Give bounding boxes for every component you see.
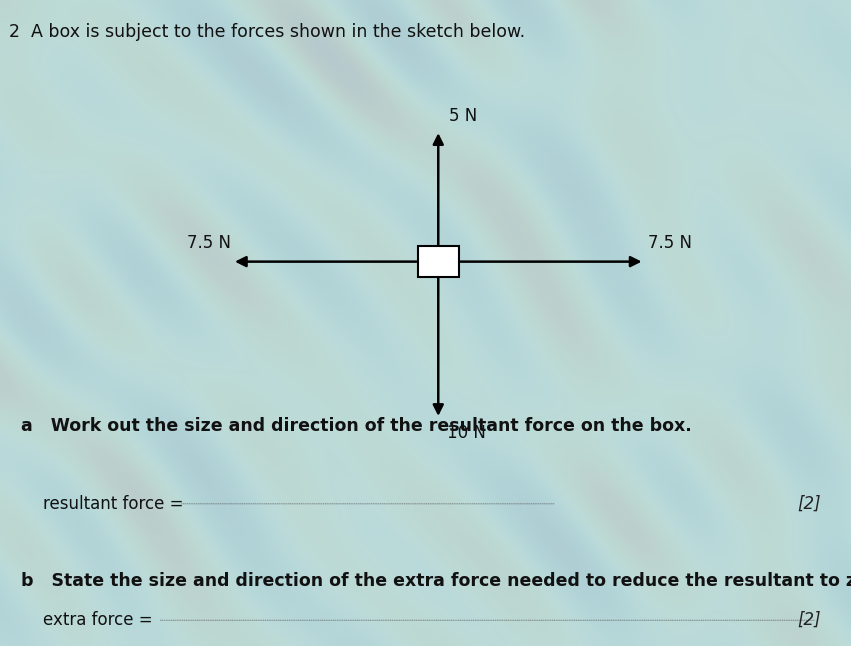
Text: 7.5 N: 7.5 N <box>186 234 231 252</box>
Text: 5 N: 5 N <box>449 107 477 125</box>
Text: 7.5 N: 7.5 N <box>648 234 693 252</box>
Text: a   Work out the size and direction of the resultant force on the box.: a Work out the size and direction of the… <box>21 417 692 435</box>
Text: resultant force =: resultant force = <box>43 495 188 513</box>
Bar <box>418 246 459 277</box>
Text: [2]: [2] <box>797 611 821 629</box>
Text: 2  A box is subject to the forces shown in the sketch below.: 2 A box is subject to the forces shown i… <box>9 23 524 41</box>
Text: extra force =: extra force = <box>43 611 157 629</box>
Text: [2]: [2] <box>797 495 821 513</box>
Text: 10 N: 10 N <box>447 424 486 442</box>
Text: b   State the size and direction of the extra force needed to reduce the resulta: b State the size and direction of the ex… <box>21 572 851 590</box>
